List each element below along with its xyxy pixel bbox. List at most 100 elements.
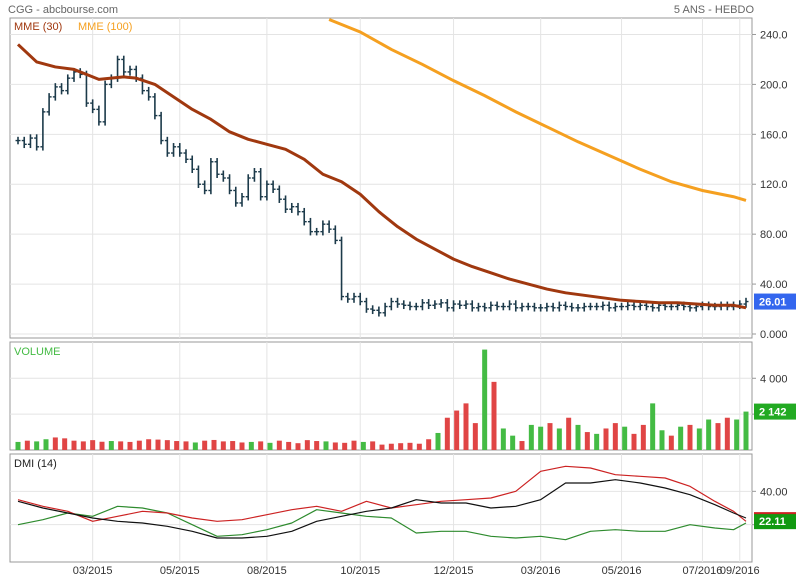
volume-bar: [463, 403, 469, 450]
legend-item-mme100: MME (100): [78, 21, 132, 33]
x-tick-label: 03/2015: [73, 565, 113, 577]
price-y-tick-label: 120.0: [760, 179, 788, 191]
volume-bar: [435, 432, 441, 450]
volume-bar: [15, 441, 21, 450]
volume-bar: [136, 440, 142, 450]
volume-bar: [118, 441, 124, 450]
volume-bar: [276, 440, 282, 450]
volume-bar: [472, 423, 478, 450]
volume-bar: [547, 423, 553, 450]
volume-bar: [323, 441, 329, 450]
volume-bar: [211, 439, 217, 450]
volume-bar: [342, 442, 348, 450]
volume-bar: [258, 441, 264, 450]
volume-bar: [584, 432, 590, 450]
volume-bar: [426, 439, 432, 450]
volume-bar: [715, 423, 721, 450]
volume-bar: [183, 441, 189, 450]
volume-bar: [360, 441, 366, 450]
volume-bar: [500, 428, 506, 450]
dmi-y-tick-label: 40.00: [760, 486, 788, 498]
volume-bar: [444, 417, 450, 450]
volume-bar: [454, 410, 460, 450]
volume-bar: [52, 437, 58, 450]
volume-bar: [724, 417, 730, 450]
chart-title: CGG - abcbourse.com: [8, 4, 119, 16]
dmi-plus-line: [17, 505, 747, 541]
mme100-group: [328, 18, 747, 202]
volume-bar: [510, 435, 516, 450]
x-tick-label: 05/2016: [602, 565, 642, 577]
volume-bar: [314, 441, 320, 450]
volume-bar: [687, 424, 693, 450]
volume-bar: [239, 442, 245, 450]
volume-bar: [696, 428, 702, 450]
volume-bar: [398, 443, 404, 450]
mme30-line: [16, 43, 747, 310]
volume-bar: [332, 442, 338, 450]
volume-bar: [706, 419, 712, 450]
x-tick-label: 10/2015: [340, 565, 380, 577]
chart-period: 5 ANS - HEBDO: [673, 4, 754, 16]
price-y-tick-label: 80.00: [760, 229, 788, 241]
volume-bar: [192, 442, 198, 450]
volume-bar: [370, 441, 376, 450]
volume-bar: [43, 439, 49, 450]
volume-bar: [650, 403, 656, 450]
volume-bar: [416, 443, 422, 450]
last-volume-label: 2 142: [759, 407, 787, 419]
mme100-line: [328, 18, 747, 202]
last-dmi-badge: [754, 513, 796, 530]
x-tick-label: 09/2016: [720, 565, 760, 577]
volume-bar: [230, 441, 236, 450]
volume-bar: [351, 440, 357, 450]
x-tick-label: 05/2015: [160, 565, 200, 577]
volume-bar: [556, 428, 562, 450]
last-price-label: 26.01: [759, 297, 787, 309]
volume-bar: [155, 439, 161, 450]
volume-bar: [248, 441, 254, 450]
volume-bar: [80, 441, 86, 450]
x-tick-label: 12/2015: [434, 565, 474, 577]
price-y-tick-label: 160.0: [760, 129, 788, 141]
price-y-tick-label: 200.0: [760, 79, 788, 91]
volume-bar: [407, 442, 413, 450]
volume-bar: [678, 426, 684, 450]
volume-panel: [9, 341, 753, 451]
volume-bar: [62, 438, 68, 450]
price-y-tick-label: 40.00: [760, 279, 788, 291]
dmi-adx-line: [17, 479, 747, 539]
volume-bar: [286, 441, 292, 450]
volume-bar: [24, 440, 30, 450]
last-price-badge: [754, 293, 796, 310]
volume-bar: [90, 440, 96, 450]
volume-bar: [71, 440, 77, 450]
x-tick-label: 08/2015: [247, 565, 287, 577]
volume-bar: [743, 411, 749, 450]
volume-bar: [640, 424, 646, 450]
volume-bar: [603, 428, 609, 450]
volume-bar: [34, 441, 40, 450]
price-y-tick-label: 0.000: [760, 329, 788, 341]
volume-bar: [482, 349, 488, 450]
volume-bar: [575, 424, 581, 450]
volume-bar: [519, 441, 525, 450]
volume-bar: [220, 441, 226, 450]
volume-bar: [202, 440, 208, 450]
legend-item-mme30: MME (30): [14, 21, 62, 33]
volume-bar: [267, 442, 273, 450]
volume-bar: [491, 381, 497, 450]
volume-bar: [566, 417, 572, 450]
volume-bar: [622, 426, 628, 450]
last-volume-badge: [754, 403, 796, 420]
volume-bar: [528, 424, 534, 450]
x-tick-label: 07/2016: [683, 565, 723, 577]
volume-bar: [146, 439, 152, 450]
volume-bar: [164, 440, 170, 450]
volume-bar: [388, 443, 394, 450]
volume-bar: [295, 443, 301, 450]
last-dmi-label: 22.11: [759, 516, 786, 528]
volume-bar: [538, 426, 544, 450]
volume-bar: [127, 441, 133, 450]
